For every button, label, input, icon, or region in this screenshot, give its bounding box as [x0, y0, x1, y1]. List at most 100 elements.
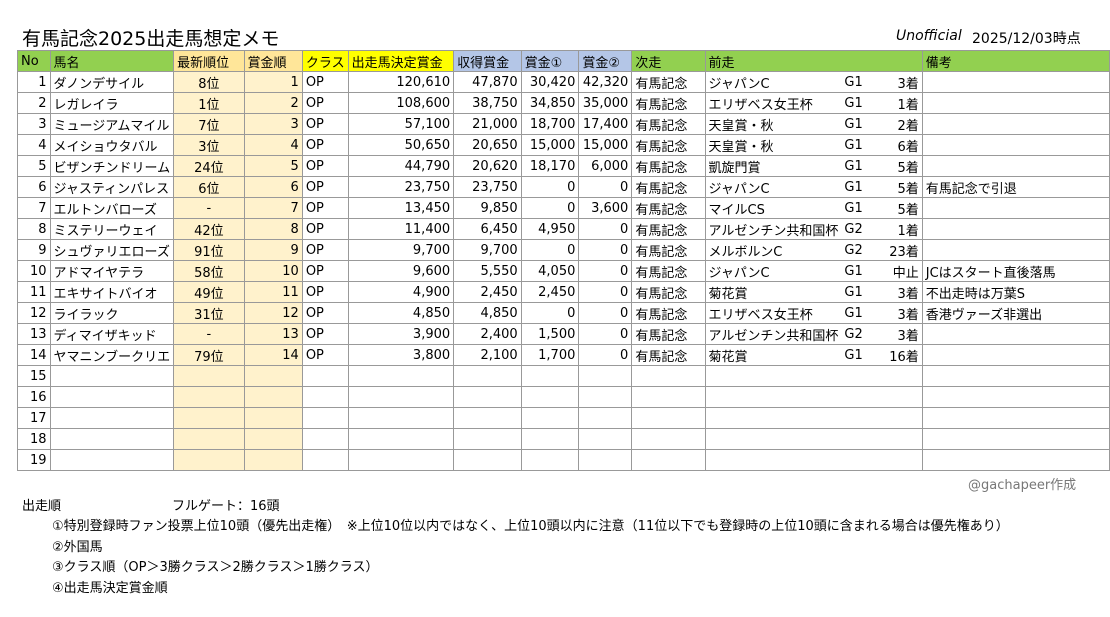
table-cell [453, 365, 522, 387]
table-cell: 有馬記念 [631, 239, 706, 261]
table-cell: 0 [578, 260, 633, 282]
table-cell [880, 365, 923, 387]
table-cell [704, 365, 842, 387]
table-cell: - [173, 197, 245, 219]
table-cell: レガレイラ [49, 92, 175, 114]
table-cell: 3着 [880, 281, 923, 303]
table-cell [49, 407, 175, 429]
table-cell: OP [301, 302, 349, 324]
table-cell [704, 428, 842, 450]
table-cell: 0 [578, 239, 633, 261]
table-cell [301, 428, 349, 450]
table-cell [243, 407, 303, 429]
table-cell: 有馬記念 [631, 92, 706, 114]
table-cell [347, 449, 455, 471]
table-cell: 1 [17, 71, 51, 93]
table-cell: 6 [17, 176, 51, 198]
table-cell [841, 449, 881, 471]
table-cell: 42,320 [578, 71, 633, 93]
table-cell [880, 428, 923, 450]
table-cell [578, 386, 633, 408]
table-cell: 6着 [880, 134, 923, 156]
table-cell: 0 [520, 197, 580, 219]
table-cell [631, 407, 706, 429]
table-cell: ディマイザキッド [49, 323, 175, 345]
table-row: 13 ディマイザキッド -13 OP 3,900 2,400 1,500 0 有馬記念 アルゼンチ… [17, 323, 1110, 345]
table-cell: 2 [243, 92, 303, 114]
table-cell [921, 407, 1110, 429]
table: No 馬名 最新順位 賞金順 クラス 出走馬決定賞金 収得賞金 賞金① 賞金② 次走 前走 備考 1 ダノ… [17, 50, 1110, 471]
table-cell [841, 386, 881, 408]
table-cell: 4,850 [347, 302, 455, 324]
table-cell: 7 [17, 197, 51, 219]
table-cell: 30,420 [520, 71, 580, 93]
table-cell: 9,600 [347, 260, 455, 282]
table-cell [49, 386, 175, 408]
table-cell: アルゼンチン共和国杯 [704, 323, 842, 345]
table-row: 6 ジャスティンパレス 6位 6 OP 23,750 23,750 0 0 有馬記念 ジャパンC G1… [17, 176, 1110, 198]
table-cell: 6 [243, 176, 303, 198]
table-cell [301, 449, 349, 471]
table-row: 2 レガレイラ 1位 2 OP 108,600 38,750 34,850 35,000 有馬記念… [17, 92, 1110, 114]
table-cell: OP [301, 134, 349, 156]
table-cell: 21,000 [453, 113, 522, 135]
table-cell [49, 428, 175, 450]
table-cell: 49位 [173, 281, 245, 303]
table-cell: メルボルンC [704, 239, 842, 261]
unofficial: Unofficial [896, 28, 962, 44]
table-cell [921, 218, 1110, 240]
table-cell: 中止 [880, 260, 923, 282]
table-cell [880, 386, 923, 408]
column-header: 馬名 [49, 50, 175, 72]
table-cell: 有馬記念 [631, 344, 706, 366]
table-cell [520, 449, 580, 471]
table-cell: 0 [578, 344, 633, 366]
table-cell [347, 407, 455, 429]
table-cell [631, 449, 706, 471]
table-cell: 有馬記念 [631, 155, 706, 177]
table-cell [578, 365, 633, 387]
table-cell: 有馬記念 [631, 71, 706, 93]
table-cell: OP [301, 260, 349, 282]
table-cell: 1位 [173, 92, 245, 114]
table-cell: 14 [17, 344, 51, 366]
table-cell: ヤマニンブークリエ [49, 344, 175, 366]
table-row: 3 ミュージアムマイル 7位 3 OP 57,100 21,000 18,700 17,400 有… [17, 113, 1110, 135]
table-cell [173, 407, 245, 429]
table-cell: 3着 [880, 71, 923, 93]
table-cell [704, 407, 842, 429]
table-cell: G2 [841, 323, 881, 345]
table-row: 12 ライラック 31位 12 OP 4,850 4,850 0 0 有馬記念 エリザベス女王杯 G1… [17, 302, 1110, 324]
table-cell [921, 92, 1110, 114]
table-row: 16 [17, 386, 1110, 408]
table-cell: 8位 [173, 71, 245, 93]
table-cell: 23着 [880, 239, 923, 261]
table-cell: 7位 [173, 113, 245, 135]
table-cell: 1着 [880, 92, 923, 114]
table-cell: 0 [578, 176, 633, 198]
table-cell [921, 134, 1110, 156]
table-row: 1 ダノンデサイル 8位 1 OP 120,610 47,870 30,420 42,320 有馬… [17, 71, 1110, 93]
column-header: 備考 [921, 50, 1110, 72]
table-cell: 38,750 [453, 92, 522, 114]
table-cell: 5着 [880, 155, 923, 177]
table-cell [243, 386, 303, 408]
table-cell: 不出走時は万葉S [921, 281, 1110, 303]
table-cell: 0 [520, 302, 580, 324]
table-cell: 13,450 [347, 197, 455, 219]
table-cell: - [173, 323, 245, 345]
table-cell [921, 239, 1110, 261]
table-cell: G1 [841, 134, 881, 156]
table-cell: 9,850 [453, 197, 522, 219]
table-cell: 9,700 [453, 239, 522, 261]
column-header: 出走馬決定賞金 [347, 50, 455, 72]
table-cell: 3,900 [347, 323, 455, 345]
table-cell [301, 407, 349, 429]
table-cell: 47,870 [453, 71, 522, 93]
table-cell: 0 [520, 176, 580, 198]
table-cell: 10 [17, 260, 51, 282]
table-cell [921, 386, 1110, 408]
table-row: 18 [17, 428, 1110, 450]
note-item: ①特別登録時ファン投票上位10頭（優先出走権） ※上位10位以内ではなく、上位1… [52, 519, 1009, 534]
table-cell [631, 428, 706, 450]
